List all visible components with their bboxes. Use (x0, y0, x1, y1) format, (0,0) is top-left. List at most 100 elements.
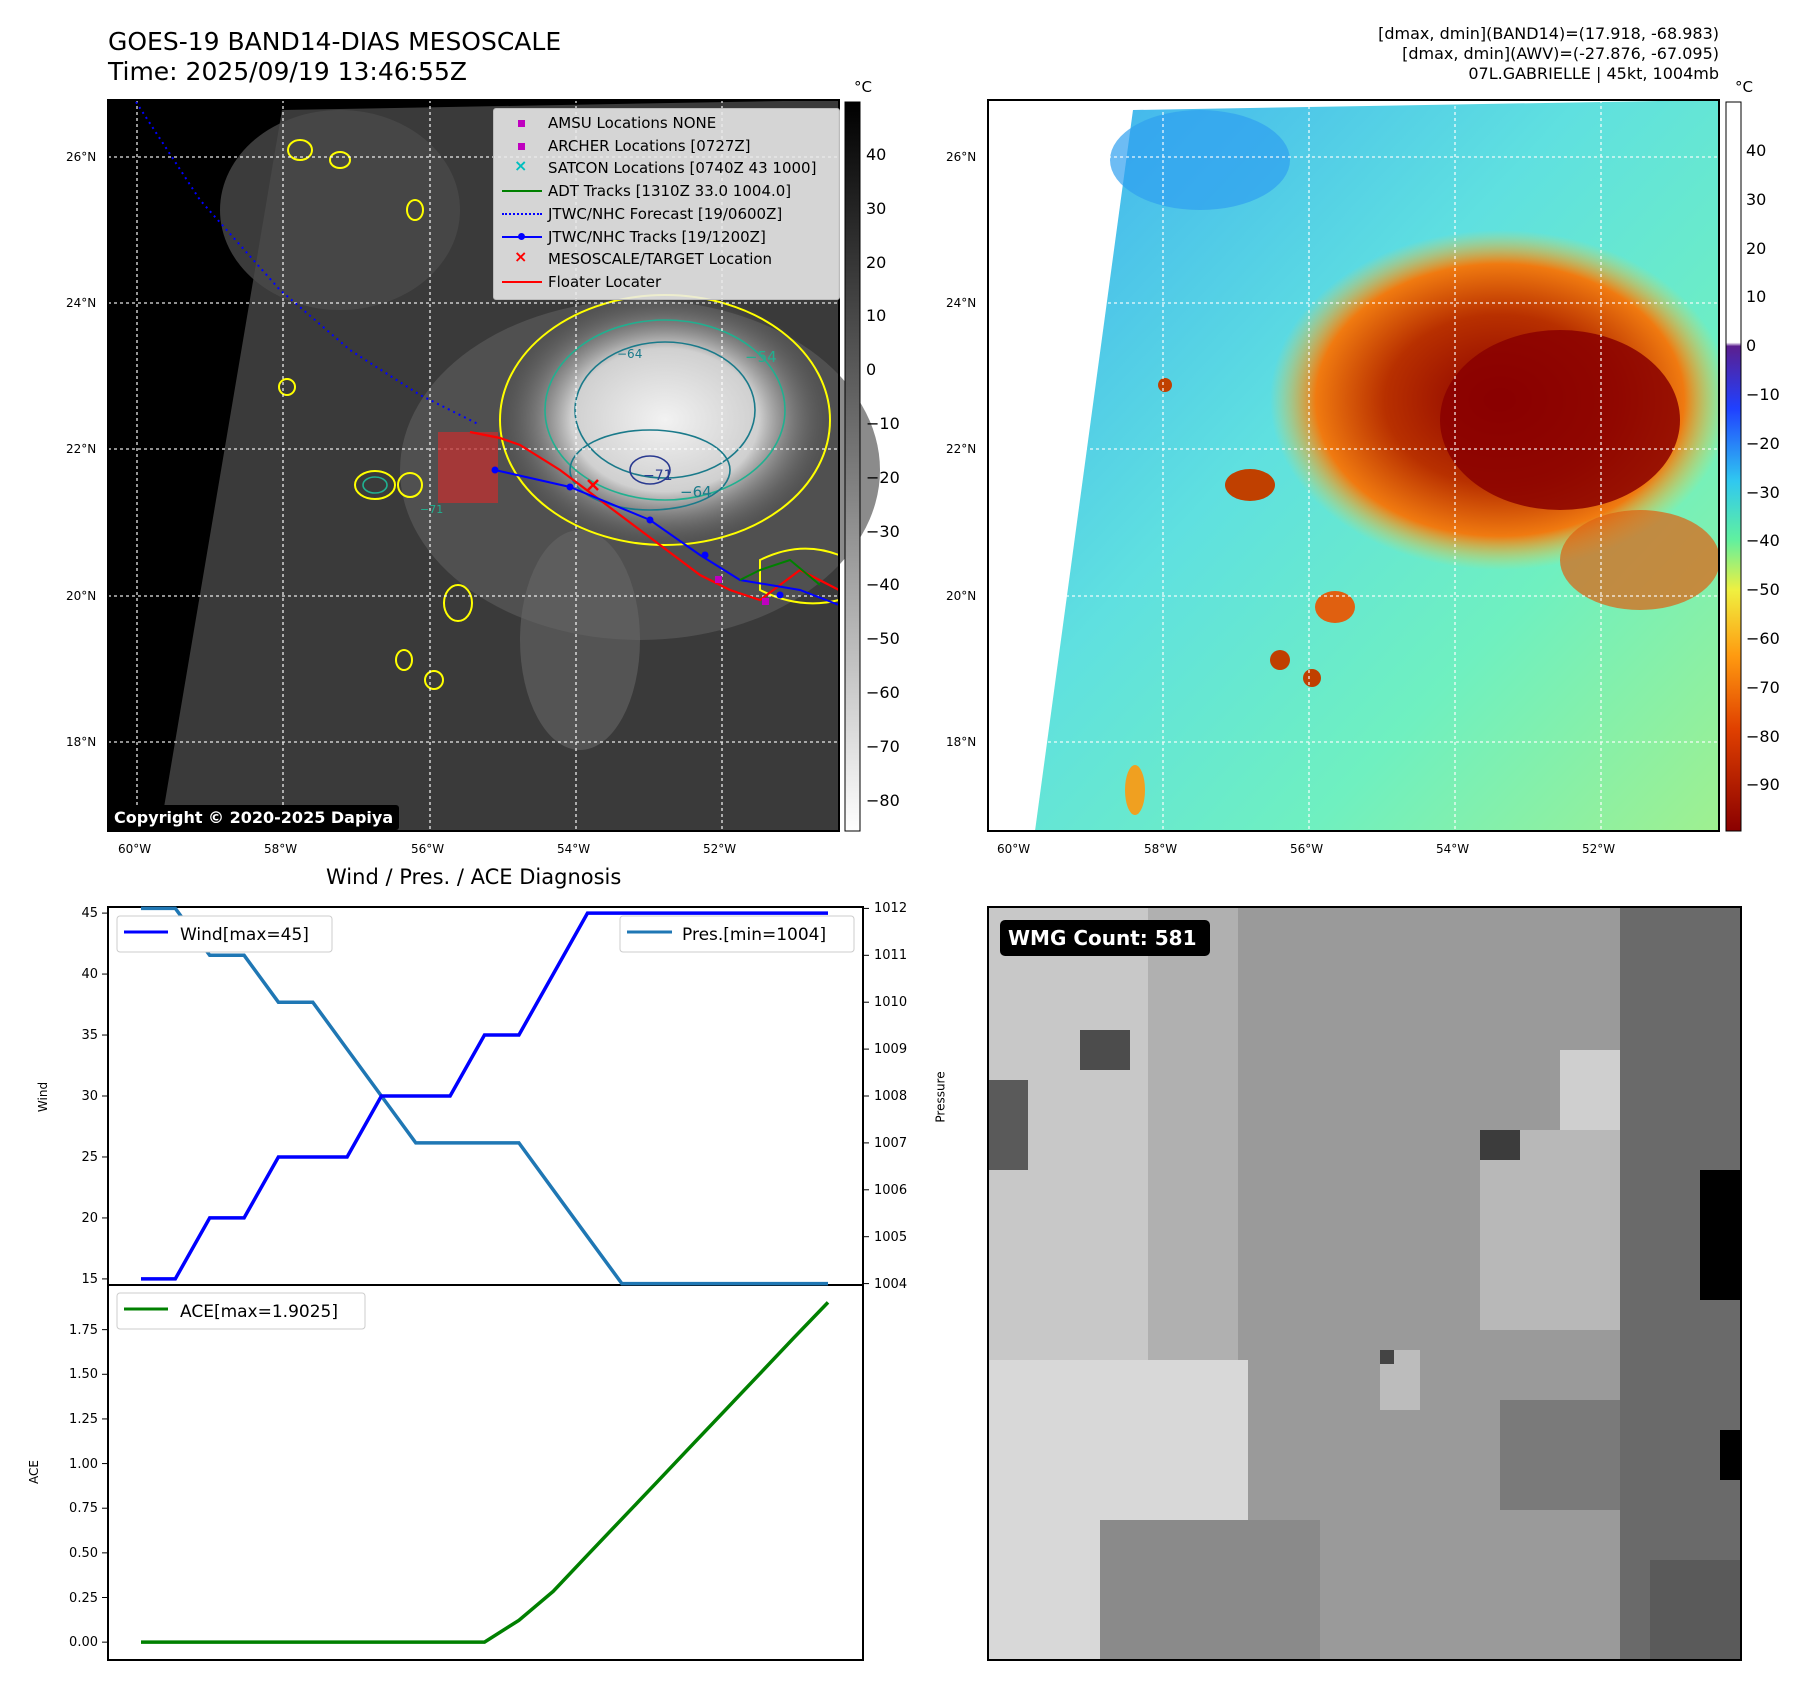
legend-label: AMSU Locations NONE (548, 114, 717, 132)
wmg-field (988, 907, 1741, 1660)
archer-markers (715, 576, 769, 605)
floater-locater-line (469, 430, 840, 602)
pres-ylabel: Pressure (933, 1071, 948, 1123)
legend-label: MESOSCALE/TARGET Location (548, 250, 773, 269)
legend-label: ADT Tracks [1310Z 33.0 1004.0] (548, 182, 792, 201)
colorbar-tick-label: −20 (866, 467, 900, 487)
wmg-count-badge (1000, 920, 1210, 956)
colorbar-tick-label: 30 (866, 198, 887, 218)
wind-series-line (141, 911, 828, 1281)
legend-symbol: × (514, 156, 528, 176)
awv-gridlines (988, 100, 1719, 831)
awv-map-frame (987, 99, 1720, 832)
legend-entry: ADT Tracks [1310Z 33.0 1004.0] (502, 181, 791, 201)
pressure-tick-label: 1009 (874, 1042, 908, 1058)
awv-lon-58: 58°W (1144, 842, 1178, 856)
adt-track-line (739, 558, 821, 586)
ace-tick-label: 0.25 (69, 1590, 98, 1606)
awv-lon-52: 52°W (1582, 842, 1616, 856)
wind-tick-label: 30 (81, 1089, 98, 1104)
ace-tick-label: 0.75 (69, 1501, 98, 1517)
pressure-tick-label: 1010 (874, 995, 908, 1011)
nhc-track-points (491, 466, 784, 599)
ir-lon-58: 58°W (264, 842, 298, 856)
forecast-track (135, 101, 481, 426)
pres-legend-label: Pres.[min=1004] (682, 925, 826, 945)
colorbar-tick-label: 10 (866, 306, 887, 326)
colorbar-tick-label: 0 (1746, 336, 1757, 356)
legend-label: JTWC/NHC Tracks [19/1200Z] (548, 227, 766, 246)
pressure-tick-label: 1008 (874, 1089, 908, 1104)
ace-legend (116, 1292, 366, 1330)
ir-lon-56: 56°W (411, 842, 445, 856)
colorbar-tick-label: −60 (866, 683, 900, 702)
ir-lon-54: 54°W (557, 842, 591, 856)
ir-lon-52: 52°W (703, 842, 737, 856)
ace-axes (107, 1284, 864, 1661)
awv-lat-24: 24°N (946, 296, 977, 310)
ir-contours-inner (362, 319, 786, 511)
legend-entry: AMSU Locations NONE (502, 113, 716, 133)
wmg-count-label: WMG Count: 581 (1008, 926, 1197, 950)
legend-symbol (502, 181, 542, 201)
wind-tick-label: 20 (81, 1210, 98, 1226)
ace-tick-label: 1.75 (69, 1322, 98, 1338)
stats-block: [dmax, dmin](BAND14)=(17.918, -68.983) [… (1378, 24, 1719, 84)
awv-lat-20: 20°N (946, 589, 977, 603)
ace-legend-label: ACE[max=1.9025] (180, 1302, 338, 1322)
pres-legend (619, 915, 855, 953)
contour-label: −71 (643, 468, 673, 484)
ace-series-line (141, 1301, 830, 1644)
legend-symbol (502, 136, 542, 156)
colorbar-tick-label: −60 (1746, 629, 1780, 648)
awv-colorbar-unit: °C (1735, 78, 1753, 96)
ir-lat-24: 24°N (66, 296, 97, 310)
figure-title: GOES-19 BAND14-DIAS MESOSCALE (108, 27, 562, 56)
colorbar-tick-label: 0 (866, 360, 877, 380)
diag-marks (102, 906, 869, 1644)
colorbar-tick-label: −90 (1746, 775, 1780, 795)
ir-lat-20: 20°N (66, 589, 97, 603)
colorbar-tick-label: 40 (866, 145, 887, 164)
ir-lat-22: 22°N (66, 442, 97, 456)
ir-lat-26: 26°N (66, 150, 97, 164)
colorbar-tick-label: 10 (1746, 287, 1767, 307)
ir-legend: AMSU Locations NONE ARCHER Locations [072… (493, 108, 840, 300)
colorbar-tick-label: 20 (866, 252, 887, 272)
ir-map-frame (107, 99, 840, 832)
colorbar-tick-label: −50 (866, 629, 900, 649)
legend-symbol (502, 204, 542, 224)
wind-legend (116, 915, 333, 953)
wind-ylabel: Wind (36, 1081, 51, 1113)
awv-lon-54: 54°W (1436, 842, 1470, 856)
colorbar-tick-label: −10 (866, 414, 900, 433)
stats-awv: [dmax, dmin](AWV)=(-27.876, -67.095) (1402, 44, 1719, 63)
wmg-frame (987, 906, 1742, 1661)
colorbar-tick-label: 30 (1746, 189, 1767, 209)
stats-storm: 07L.GABRIELLE | 45kt, 1004mb (1468, 64, 1719, 83)
contour-label: −64 (680, 483, 712, 501)
colorbar-tick-label: −20 (1746, 433, 1780, 453)
legend-entry: Floater Locater (502, 272, 661, 292)
ir-colorbar-unit: °C (854, 78, 872, 96)
legend-symbol (502, 113, 542, 133)
awv-colorbar (1725, 101, 1742, 832)
awv-lat-18: 18°N (946, 735, 977, 749)
wind-legend-label: Wind[max=45] (180, 925, 309, 945)
legend-entry: JTWC/NHC Forecast [19/0600Z] (502, 204, 782, 224)
colorbar-tick-label: 40 (1746, 141, 1767, 160)
figure-time: Time: 2025/09/19 13:46:55Z (108, 57, 467, 86)
diag-title: Wind / Pres. / ACE Diagnosis (326, 865, 622, 889)
legend-symbol (502, 272, 542, 292)
colorbar-tick-label: −40 (1746, 531, 1780, 551)
wind-tick-label: 40 (81, 967, 98, 983)
wind-tick-label: 45 (81, 906, 98, 922)
legend-symbol (502, 227, 542, 247)
ace-tick-label: 0.00 (69, 1635, 98, 1651)
pressure-tick-label: 1006 (874, 1182, 908, 1198)
legend-label: Floater Locater (548, 272, 662, 291)
wind-tick-label: 35 (81, 1028, 98, 1044)
awv-lon-56: 56°W (1290, 842, 1324, 856)
legend-label: ARCHER Locations [0727Z] (548, 136, 751, 155)
contour-label: −64 (617, 347, 642, 361)
